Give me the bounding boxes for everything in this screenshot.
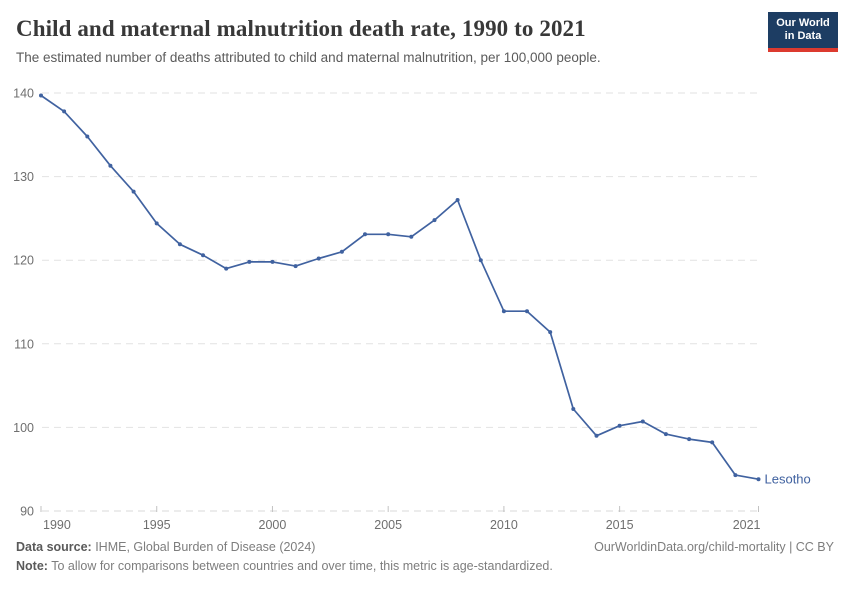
- data-point[interactable]: [571, 407, 576, 411]
- data-point[interactable]: [131, 189, 136, 194]
- chart-title: Child and maternal malnutrition death ra…: [16, 16, 586, 41]
- data-point[interactable]: [455, 198, 460, 202]
- owid-logo-line2: in Data: [784, 30, 822, 42]
- x-axis-label-2005: 2005: [374, 518, 402, 532]
- y-axis-label-120: 120: [13, 254, 34, 268]
- data-point[interactable]: [409, 234, 414, 239]
- data-point[interactable]: [85, 134, 90, 139]
- series-end-label[interactable]: Lesotho: [765, 472, 811, 487]
- data-point[interactable]: [687, 437, 692, 442]
- data-point[interactable]: [363, 232, 367, 237]
- data-point[interactable]: [224, 266, 229, 271]
- data-point[interactable]: [62, 109, 67, 114]
- data-point[interactable]: [501, 309, 506, 314]
- data-point[interactable]: [594, 433, 599, 438]
- data-point[interactable]: [39, 93, 43, 98]
- data-source-value: IHME, Global Burden of Disease (2024): [91, 540, 316, 554]
- data-point[interactable]: [640, 419, 645, 424]
- data-point[interactable]: [270, 259, 275, 264]
- chart-subtitle: The estimated number of deaths attribute…: [16, 50, 601, 65]
- x-axis-label-2015: 2015: [606, 518, 634, 532]
- data-point[interactable]: [293, 264, 298, 269]
- data-point[interactable]: [247, 259, 252, 264]
- trend-line-lesotho[interactable]: [40, 94, 760, 481]
- y-axis-label-130: 130: [13, 170, 34, 184]
- data-point[interactable]: [201, 253, 205, 258]
- data-point[interactable]: [386, 232, 391, 237]
- data-point[interactable]: [432, 218, 437, 223]
- data-point[interactable]: [316, 256, 321, 261]
- line-chart[interactable]: 90 100 110 120 130 140 1990 1995 2000 2005 2010 201…: [0, 85, 850, 535]
- y-axis-label-90: 90: [20, 505, 34, 519]
- data-point[interactable]: [339, 249, 344, 254]
- y-axis-label-110: 110: [14, 337, 34, 351]
- note-label: Note:: [16, 559, 48, 573]
- data-source-label: Data source:: [16, 540, 92, 554]
- note-text: Note: To allow for comparisons between c…: [16, 559, 553, 573]
- data-point[interactable]: [177, 242, 182, 247]
- data-point[interactable]: [108, 163, 113, 168]
- x-axis-label-2000: 2000: [259, 518, 287, 532]
- x-axis-label-1990: 1990: [43, 518, 71, 532]
- note-value: To allow for comparisons between countri…: [47, 559, 553, 573]
- owid-url-license[interactable]: OurWorldinData.org/child-mortality | CC …: [594, 540, 834, 554]
- x-axis-label-2021: 2021: [733, 518, 761, 532]
- data-point[interactable]: [733, 473, 738, 478]
- data-point[interactable]: [154, 221, 159, 226]
- data-point[interactable]: [756, 477, 761, 482]
- data-point[interactable]: [548, 330, 553, 335]
- data-point[interactable]: [710, 440, 715, 445]
- data-point[interactable]: [617, 423, 622, 428]
- owid-logo[interactable]: Our World in Data: [768, 12, 838, 52]
- chart-footer: Data source: IHME, Global Burden of Dise…: [16, 540, 834, 573]
- data-source-text: Data source: IHME, Global Burden of Dise…: [16, 540, 315, 554]
- x-axis-label-2010: 2010: [490, 518, 518, 532]
- data-point[interactable]: [525, 309, 529, 314]
- y-axis-label-100: 100: [13, 421, 34, 435]
- data-point[interactable]: [663, 432, 668, 437]
- owid-logo-line1: Our World: [776, 17, 830, 29]
- y-axis-label-140: 140: [13, 87, 34, 101]
- data-point[interactable]: [478, 258, 483, 263]
- line-chart-canvas[interactable]: 90 100 110 120 130 140 1990 1995 2000 2005 2010 201…: [0, 85, 850, 535]
- x-axis-label-1995: 1995: [143, 518, 171, 532]
